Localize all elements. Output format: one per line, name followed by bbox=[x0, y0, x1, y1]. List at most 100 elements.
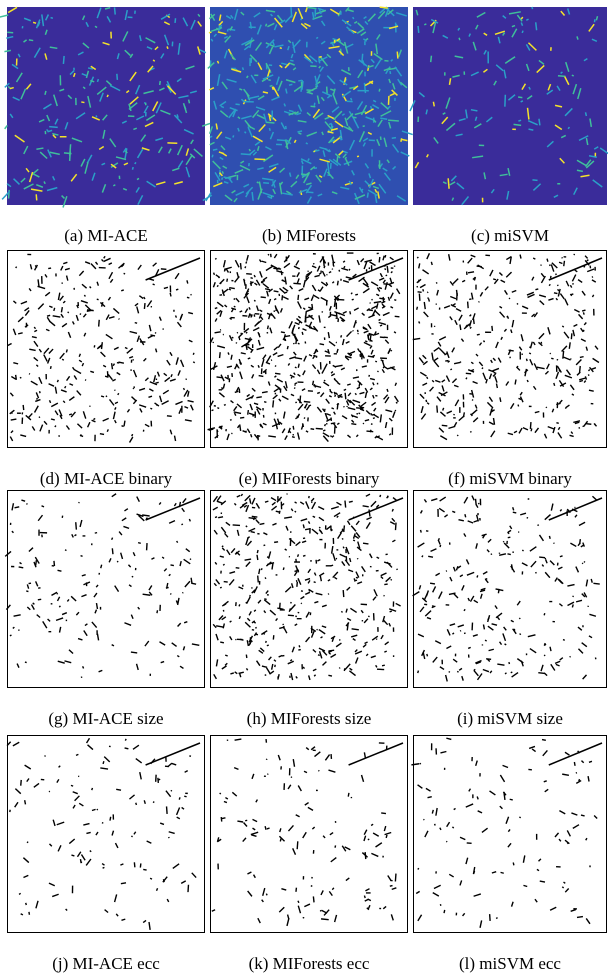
binary-blob bbox=[217, 377, 223, 378]
heatmap-streak bbox=[362, 54, 363, 62]
binary-blob bbox=[248, 358, 251, 359]
heatmap-streak bbox=[319, 57, 322, 58]
binary-blob bbox=[252, 516, 258, 517]
binary-blob bbox=[424, 302, 425, 309]
binary-blob bbox=[419, 294, 420, 301]
binary-blob bbox=[436, 282, 437, 283]
heatmap-streak bbox=[290, 60, 293, 61]
binary-blob bbox=[298, 364, 299, 368]
binary-blob bbox=[44, 756, 45, 757]
binary-blob bbox=[317, 629, 318, 630]
binary-blob bbox=[287, 346, 288, 349]
binary-blob bbox=[125, 739, 126, 741]
binary-blob bbox=[324, 260, 325, 266]
binary-blob bbox=[265, 577, 266, 579]
binary-blob bbox=[519, 618, 520, 619]
binary-blob bbox=[23, 405, 24, 410]
binary-blob bbox=[427, 654, 428, 656]
binary-blob bbox=[223, 564, 224, 565]
binary-blob bbox=[251, 434, 252, 437]
binary-blob bbox=[335, 395, 336, 397]
binary-blob bbox=[71, 855, 74, 856]
heatmap-streak bbox=[239, 89, 242, 90]
binary-blob bbox=[138, 543, 141, 544]
binary-blob bbox=[417, 257, 418, 258]
binary-blob bbox=[419, 321, 420, 323]
heatmap-streak bbox=[532, 7, 533, 9]
binary-blob bbox=[301, 603, 302, 604]
binary-blob bbox=[563, 640, 565, 641]
binary-blob bbox=[557, 359, 558, 360]
binary-blob bbox=[418, 292, 422, 293]
binary-blob bbox=[368, 839, 369, 840]
panel-image bbox=[211, 736, 408, 933]
binary-blob bbox=[396, 402, 397, 403]
binary-blob bbox=[593, 583, 599, 584]
binary-background bbox=[8, 491, 205, 688]
binary-blob bbox=[112, 363, 113, 369]
binary-blob bbox=[466, 378, 467, 380]
binary-blob bbox=[468, 272, 474, 273]
binary-blob bbox=[281, 271, 282, 275]
binary-blob bbox=[313, 263, 314, 264]
binary-blob bbox=[170, 293, 171, 297]
binary-blob bbox=[69, 414, 72, 415]
heatmap-streak bbox=[290, 173, 291, 177]
binary-blob bbox=[513, 507, 514, 510]
binary-blob bbox=[339, 668, 340, 669]
binary-blob bbox=[191, 578, 192, 584]
binary-blob bbox=[36, 560, 37, 565]
binary-blob bbox=[588, 369, 589, 370]
binary-blob bbox=[572, 604, 573, 607]
binary-blob bbox=[477, 796, 478, 799]
binary-blob bbox=[220, 587, 222, 588]
binary-blob bbox=[344, 389, 346, 390]
binary-blob bbox=[316, 428, 323, 429]
binary-blob bbox=[181, 524, 182, 525]
binary-blob bbox=[570, 656, 571, 657]
binary-blob bbox=[84, 295, 85, 297]
binary-blob bbox=[294, 384, 295, 385]
binary-blob bbox=[153, 284, 155, 285]
binary-blob bbox=[571, 333, 572, 339]
binary-blob bbox=[18, 333, 23, 334]
binary-blob bbox=[267, 557, 270, 558]
binary-blob bbox=[509, 298, 510, 299]
binary-blob bbox=[519, 817, 520, 818]
binary-blob bbox=[230, 673, 233, 674]
binary-blob bbox=[299, 327, 300, 329]
heatmap-streak bbox=[364, 83, 365, 93]
binary-blob bbox=[48, 268, 51, 269]
binary-blob bbox=[39, 417, 40, 418]
heatmap-streak bbox=[51, 18, 53, 19]
binary-blob bbox=[554, 293, 558, 294]
binary-blob bbox=[492, 326, 493, 331]
binary-blob bbox=[379, 257, 380, 262]
binary-blob bbox=[254, 275, 255, 277]
binary-blob bbox=[266, 894, 267, 896]
heatmap-streak bbox=[379, 89, 380, 92]
binary-blob bbox=[274, 542, 278, 543]
panel-image bbox=[413, 251, 607, 448]
binary-blob bbox=[349, 501, 353, 502]
heatmap-streak bbox=[448, 178, 449, 188]
binary-blob bbox=[509, 350, 514, 351]
binary-blob bbox=[351, 293, 352, 295]
heatmap-streak bbox=[291, 7, 292, 17]
binary-blob bbox=[76, 754, 78, 755]
binary-blob bbox=[295, 383, 297, 384]
binary-blob bbox=[365, 341, 367, 342]
binary-blob bbox=[460, 362, 461, 363]
binary-blob bbox=[90, 851, 91, 852]
binary-blob bbox=[153, 801, 154, 802]
panel-image bbox=[413, 491, 607, 688]
binary-blob bbox=[19, 630, 20, 631]
heatmap-streak bbox=[371, 106, 372, 109]
binary-blob bbox=[500, 397, 501, 401]
binary-blob bbox=[535, 289, 538, 290]
binary-blob bbox=[16, 267, 17, 268]
binary-blob bbox=[387, 389, 388, 392]
heatmap-streak bbox=[96, 115, 97, 117]
binary-blob bbox=[101, 565, 102, 568]
binary-blob bbox=[358, 333, 359, 334]
